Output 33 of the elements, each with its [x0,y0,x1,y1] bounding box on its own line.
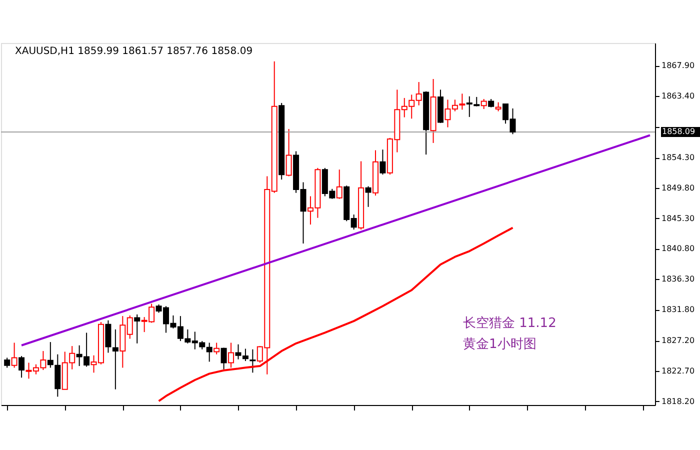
candlestick [286,128,292,177]
annotation: 黄金1小时图 [463,337,536,352]
candlestick [480,98,487,110]
candlestick [365,186,372,208]
y-tick-label: 1818.20 [662,396,695,406]
candlestick [105,320,112,354]
candlestick [214,342,220,355]
y-tick-label: 1836.30 [662,274,695,284]
y-tick-label: 1867.90 [662,61,695,70]
candlestick [18,356,25,378]
candlestick [4,357,10,368]
y-tick-label: 1827.20 [662,336,695,346]
y-tick-label: 1845.30 [662,214,695,223]
y-tick-label: 1849.80 [662,183,695,192]
chart-title: XAUUSD,H1 1859.99 1861.57 1857.76 1858.09 [15,46,253,57]
candlestick [228,342,234,368]
candlestick [112,328,118,390]
y-tick-label: 1840.80 [662,244,695,254]
y-tick-label: 1831.80 [662,305,695,314]
candlestick [54,354,61,398]
y-tick-label: 1854.30 [662,153,695,162]
candlestick [380,149,386,176]
candlestick [206,342,212,362]
candlestick [250,348,256,374]
y-tick-label: 1822.70 [662,366,695,376]
candlestick [11,342,18,368]
candlestick [47,342,54,368]
y-tick-label: 1863.40 [662,92,695,101]
candlestick [220,347,227,370]
ref-line-label: 1858.09 [662,126,696,136]
candlestick [336,169,342,200]
candlestick [134,314,140,344]
annotation: 长空猎金 11.12 [463,316,556,331]
